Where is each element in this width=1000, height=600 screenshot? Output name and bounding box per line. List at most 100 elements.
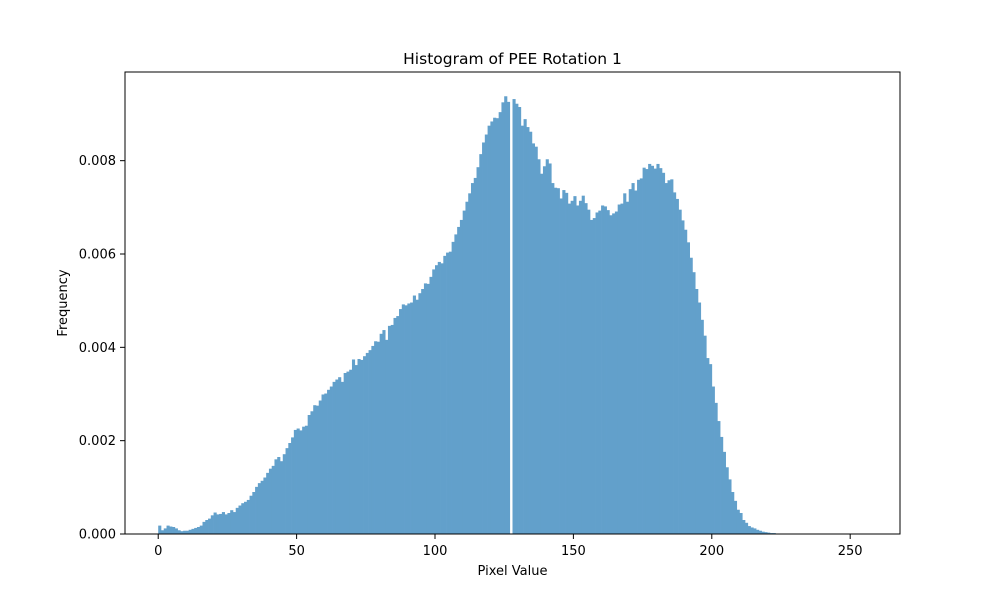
histogram-bar <box>277 457 281 534</box>
histogram-bar <box>219 513 223 534</box>
histogram-bar <box>518 107 522 534</box>
y-axis-label: Frequency <box>56 269 71 336</box>
histogram-bar <box>761 531 765 534</box>
histogram-bar <box>742 520 746 534</box>
histogram-bar <box>363 356 367 534</box>
histogram-bar <box>426 283 430 534</box>
histogram-bar <box>576 205 580 534</box>
histogram-bar <box>304 425 309 534</box>
histogram-bar <box>249 495 253 534</box>
histogram-bar <box>446 252 450 534</box>
histogram-bar <box>490 121 494 534</box>
histogram-bar <box>653 168 657 534</box>
histogram-bar <box>692 272 696 534</box>
histogram-bar <box>523 119 527 534</box>
histogram-bar <box>288 443 292 534</box>
histogram-bar <box>393 317 397 534</box>
histogram-bar <box>158 525 162 534</box>
histogram-bar <box>401 304 405 534</box>
histogram-bar <box>531 143 535 534</box>
chart-title: Histogram of PEE Rotation 1 <box>403 50 622 68</box>
histogram-bar <box>338 377 342 534</box>
histogram-bar <box>357 359 361 534</box>
histogram-bar <box>230 510 234 534</box>
histogram-bar <box>714 402 718 534</box>
histogram-bar <box>172 527 176 534</box>
histogram-bar <box>396 316 400 534</box>
histogram-bar <box>360 359 364 534</box>
histogram-bar <box>501 102 505 534</box>
histogram-bar <box>335 379 339 534</box>
histogram-bar <box>681 220 685 534</box>
histogram-bar <box>529 131 533 535</box>
histogram-bar <box>327 389 331 534</box>
histogram-bar <box>495 118 500 534</box>
histogram-bar <box>266 472 270 534</box>
x-tick-label: 200 <box>699 544 724 559</box>
histogram-bar <box>733 500 738 534</box>
histogram-bar <box>562 190 566 534</box>
histogram-bar <box>252 492 256 534</box>
histogram-bar <box>504 96 508 535</box>
histogram-bar <box>315 405 320 534</box>
histogram-bar <box>540 173 544 535</box>
histogram-bar <box>709 364 713 534</box>
histogram-bar <box>210 515 214 534</box>
histogram-bar <box>418 293 422 534</box>
histogram-bar <box>329 386 333 534</box>
histogram-bar <box>459 219 464 534</box>
histogram-bar <box>263 477 267 534</box>
histogram-bar <box>241 503 245 534</box>
histogram-bar <box>479 154 483 534</box>
x-tick-label: 0 <box>154 544 162 559</box>
x-tick-label: 250 <box>838 544 863 559</box>
x-axis-ticks: 0 50 100 150 200 250 <box>154 534 863 559</box>
histogram-bar <box>554 187 558 535</box>
histogram-bar <box>404 305 408 534</box>
histogram-bar <box>180 531 184 534</box>
histogram-bar <box>174 528 178 534</box>
histogram-bar <box>390 324 394 534</box>
histogram-bar <box>642 167 646 535</box>
histogram-bar <box>465 201 469 535</box>
histogram-bar <box>440 263 444 534</box>
histogram-bar <box>659 168 663 534</box>
x-tick-label: 100 <box>423 544 448 559</box>
histogram-bar <box>515 103 519 534</box>
histogram-bar <box>628 189 632 534</box>
histogram-bar <box>567 203 571 534</box>
histogram-bar <box>703 335 707 534</box>
histogram-bar <box>747 526 751 534</box>
histogram-bar <box>216 514 220 534</box>
histogram-bar <box>750 527 754 534</box>
histogram-bar <box>534 146 538 535</box>
histogram-bar <box>163 528 167 534</box>
histogram-bar <box>548 163 552 534</box>
histogram-bar <box>559 198 563 534</box>
histogram-bar <box>498 112 502 534</box>
histogram-bar <box>271 465 275 534</box>
histogram-bar <box>232 512 237 534</box>
histogram-bar <box>758 530 762 534</box>
histogram-bars <box>158 96 868 535</box>
histogram-bar <box>520 125 524 535</box>
histogram-bar <box>476 167 480 534</box>
histogram-bar <box>268 468 273 534</box>
histogram-bar <box>255 486 259 534</box>
histogram-bar <box>639 178 643 534</box>
histogram-bar <box>736 509 740 534</box>
histogram-bar <box>457 226 461 534</box>
y-tick-label: 0.008 <box>79 154 116 169</box>
histogram-bar <box>437 261 441 534</box>
histogram-bar <box>196 527 201 534</box>
histogram-bar <box>166 525 170 534</box>
histogram-bar <box>753 528 757 534</box>
histogram-bar <box>767 532 771 534</box>
histogram-bar <box>194 527 198 534</box>
histogram-bar <box>606 210 610 534</box>
histogram-bar <box>590 219 594 534</box>
histogram-bar <box>578 200 583 535</box>
histogram-bar <box>695 289 699 534</box>
histogram-bar <box>573 196 577 534</box>
